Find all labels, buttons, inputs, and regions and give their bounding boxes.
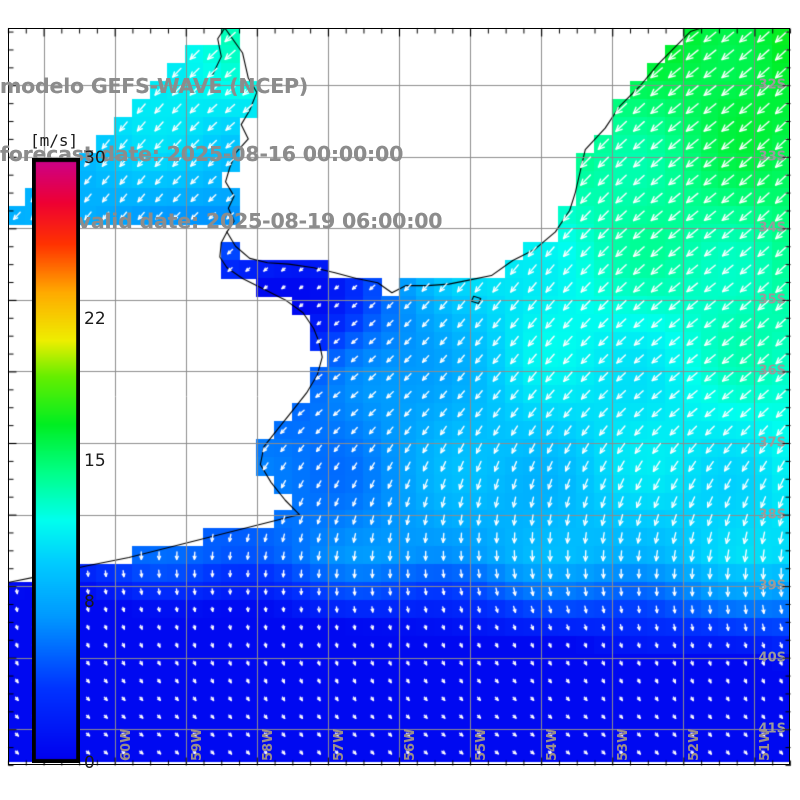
colorbar-tick-8: 8	[84, 591, 95, 612]
colorbar-tick-15: 15	[84, 450, 106, 471]
title-model-line: modelo GEFS-WAVE (NCEP)	[0, 74, 308, 98]
title-valid-date: valid date: 2025-08-19 06:00:00	[77, 209, 443, 233]
colorbar-tick-0: 0	[84, 753, 95, 773]
colorbar[interactable]	[32, 158, 80, 763]
colorbar-tick-22: 22	[84, 309, 106, 330]
colorbar-unit-label: [m/s]	[30, 131, 79, 150]
colorbar-tick-30: 30	[84, 148, 106, 168]
figure-title: modelo GEFS-WAVE (NCEP) forecast date: 2…	[0, 30, 520, 278]
title-forecast-date: forecast date: 2025-08-16 00:00:00	[0, 141, 404, 166]
colorbar-gradient	[32, 158, 80, 763]
